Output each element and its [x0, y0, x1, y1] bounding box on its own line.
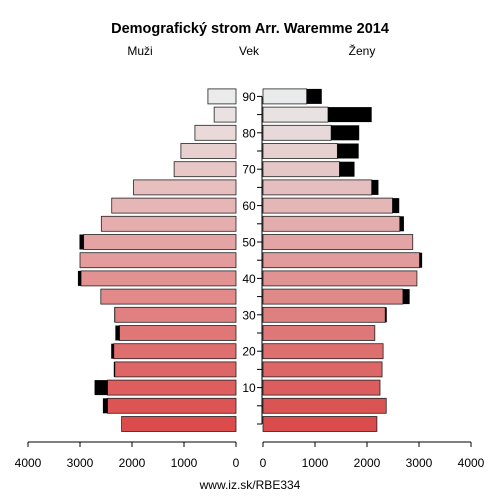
- female-excess-75-79: [337, 143, 359, 159]
- age-tick-label: 80: [242, 126, 256, 140]
- females-label: Ženy: [349, 43, 376, 58]
- female-excess-85-89: [328, 107, 372, 123]
- female-excess-90+: [306, 88, 322, 104]
- female-bar-0-4: [262, 416, 378, 432]
- value-tick-label: 4000: [15, 456, 42, 470]
- value-tick-label: 4000: [458, 456, 485, 470]
- female-bar-30-34: [262, 306, 386, 323]
- male-excess-5-9: [102, 398, 108, 414]
- female-bar-25-29: [262, 325, 376, 341]
- male-bar-55-59: [100, 215, 237, 232]
- age-tick-label: 50: [242, 236, 256, 250]
- female-excess-35-39: [402, 289, 410, 305]
- male-excess-50-54: [79, 234, 84, 250]
- value-tick-label: 2000: [119, 456, 146, 470]
- male-excess-15-19: [113, 361, 115, 377]
- age-tick-label: 30: [242, 308, 256, 322]
- female-excess-45-49: [419, 252, 423, 268]
- age-label: Vek: [239, 44, 260, 58]
- female-excess-70-74: [339, 161, 355, 177]
- age-tick-label: 20: [242, 345, 256, 359]
- value-tick-label: 0: [233, 456, 240, 470]
- age-tick-label: 70: [242, 163, 256, 177]
- male-excess-10-14: [94, 380, 108, 396]
- male-bar-35-39: [100, 288, 237, 305]
- female-bar-45-49: [262, 252, 420, 269]
- male-bar-0-4: [121, 416, 237, 432]
- male-excess-20-24: [111, 343, 114, 359]
- value-tick-label: 1000: [171, 456, 198, 470]
- male-excess-40-44: [77, 270, 82, 286]
- value-tick-label: 1000: [302, 456, 329, 470]
- male-bar-90+: [207, 88, 237, 105]
- male-bar-20-24: [113, 343, 237, 360]
- female-excess-65-69: [371, 179, 379, 195]
- males-label: Muži: [127, 44, 152, 58]
- footer-source: www.iz.sk/RBE334: [199, 478, 301, 492]
- female-bar-15-19: [262, 361, 383, 378]
- female-bar-50-54: [262, 234, 414, 250]
- female-bar-90+: [262, 88, 308, 105]
- female-bar-5-9: [262, 397, 387, 414]
- female-bar-80-84: [262, 124, 332, 141]
- female-bar-70-74: [262, 161, 340, 178]
- female-excess-55-59: [399, 216, 404, 232]
- female-excess-30-34: [385, 307, 387, 323]
- male-bar-5-9: [107, 397, 237, 414]
- female-bar-35-39: [262, 288, 404, 305]
- female-bar-65-69: [262, 179, 373, 196]
- female-bar-75-79: [262, 143, 338, 159]
- male-bar-10-14: [107, 379, 237, 396]
- female-bar-10-14: [262, 379, 381, 396]
- value-tick-label: 2000: [354, 456, 381, 470]
- male-bar-70-74: [173, 161, 237, 178]
- value-tick-label: 0: [260, 456, 267, 470]
- male-bar-65-69: [133, 179, 237, 196]
- male-excess-30-34: [114, 307, 115, 323]
- male-bar-45-49: [79, 252, 237, 269]
- male-excess-25-29: [115, 325, 120, 341]
- age-tick-label: 90: [242, 90, 256, 104]
- value-tick-label: 3000: [67, 456, 94, 470]
- female-excess-60-64: [392, 198, 400, 214]
- male-bar-40-44: [80, 270, 237, 287]
- female-bar-55-59: [262, 215, 401, 232]
- female-bar-85-89: [262, 106, 329, 123]
- male-bars: [77, 88, 237, 432]
- male-bar-85-89: [213, 106, 237, 123]
- chart-title: Demografický strom Arr. Waremme 2014: [111, 21, 389, 37]
- male-bar-75-79: [180, 143, 237, 159]
- male-bar-60-64: [111, 197, 237, 214]
- male-bar-25-29: [119, 325, 237, 341]
- age-axis: 10 20 30 40 50 60 70 80 90: [242, 90, 263, 425]
- male-bar-30-34: [114, 306, 237, 323]
- female-bar-40-44: [262, 270, 418, 287]
- female-bars: [262, 88, 423, 432]
- value-axis: 4000 3000 2000 1000 0 0 1000 2000 3000 4000: [15, 441, 485, 470]
- female-bar-20-24: [262, 343, 384, 360]
- age-tick-label: 40: [242, 272, 256, 286]
- male-bar-80-84: [194, 124, 237, 141]
- value-tick-label: 3000: [406, 456, 433, 470]
- age-tick-label: 10: [242, 381, 256, 395]
- female-excess-80-84: [331, 125, 360, 141]
- male-bar-15-19: [114, 361, 237, 378]
- age-tick-label: 60: [242, 199, 256, 213]
- female-bar-60-64: [262, 197, 393, 214]
- male-bar-50-54: [83, 234, 237, 250]
